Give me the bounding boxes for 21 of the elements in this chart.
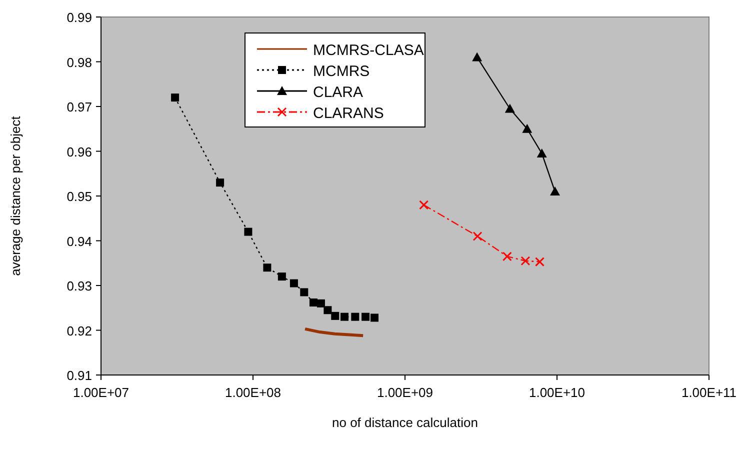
- y-tick-label: 0.94: [66, 234, 92, 249]
- x-tick-label: 1.00E+10: [528, 385, 586, 400]
- legend-label: MCMRS: [313, 63, 370, 80]
- x-tick-label: 1.00E+07: [72, 385, 130, 400]
- y-tick-label: 0.96: [66, 144, 92, 160]
- x-tick-label: 1.00E+08: [224, 385, 282, 400]
- y-tick-label: 0.93: [66, 278, 92, 294]
- legend-label: MCMRS-CLASA: [313, 42, 424, 59]
- legend-label: CLARA: [313, 84, 364, 101]
- y-tick-label: 0.95: [66, 189, 92, 204]
- y-tick-label: 0.99: [66, 10, 92, 25]
- y-tick-label: 0.92: [66, 323, 92, 338]
- y-tick-label: 0.97: [66, 100, 92, 114]
- x-axis-title: no of distance calculation: [332, 415, 478, 430]
- y-tick-label: 0.98: [66, 54, 92, 70]
- x-tick-label: 1.00E+09: [376, 385, 434, 400]
- y-axis-title: average distance per object: [8, 116, 23, 276]
- legend-label: CLARANS: [313, 105, 384, 122]
- line-series: [304, 327, 365, 338]
- y-tick-label: 0.91: [66, 368, 92, 383]
- x-tick-label: 1.00E+11: [681, 385, 737, 400]
